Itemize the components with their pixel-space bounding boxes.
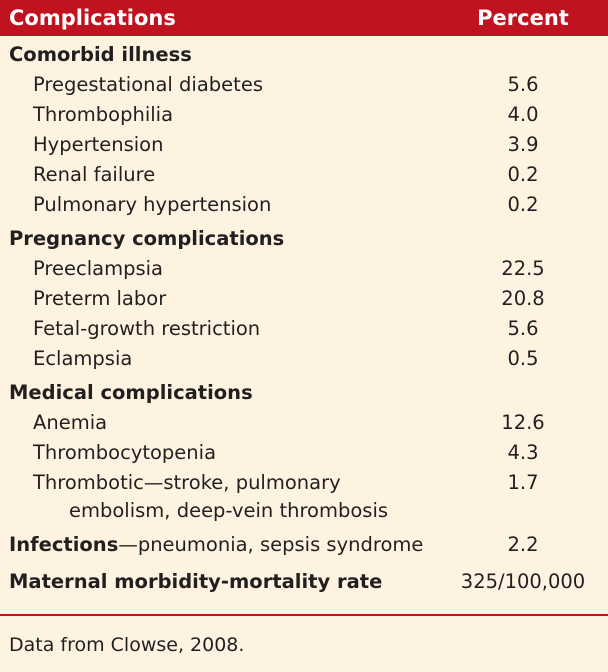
table-row: Eclampsia 0.5 [0,344,608,374]
row-label: Eclampsia [0,344,438,374]
table-row: Anemia 12.6 [0,408,608,438]
maternal-value: 325/100,000 [460,570,586,593]
divider [0,614,608,616]
section-heading: Pregnancy complications [9,227,285,250]
table-row: Hypertension 3.9 [0,130,608,160]
row-label: Renal failure [0,160,438,190]
row-value: 22.5 [501,257,545,280]
row-value: 1.7 [507,471,539,494]
table-row: Thrombophilia 4.0 [0,100,608,130]
maternal-label: Maternal morbidity-mortality rate [9,570,383,593]
row-label-text: Preeclampsia [33,257,163,280]
header-complications: Complications [9,6,176,30]
section-heading: Medical complications [9,381,253,404]
header-percent: Percent [477,6,569,30]
row-value: 4.0 [507,103,539,126]
row-value: 5.6 [507,317,539,340]
table-row: Pulmonary hypertension 0.2 [0,190,608,220]
row-label-text: Hypertension [33,133,164,156]
row-value: 0.2 [507,163,539,186]
row-label-text: Thrombotic—stroke, pulmonary [33,471,341,494]
row-value: 5.6 [507,73,539,96]
table-body: Comorbid illness Pregestational diabetes 5… [0,36,608,524]
row-value: 4.3 [507,441,539,464]
row-value: 20.8 [501,287,545,310]
row-label: Pulmonary hypertension [0,190,438,220]
row-label: Thrombocytopenia [0,438,438,468]
row-label: Thrombotic—stroke, pulmonary embolism, de… [0,468,438,524]
row-label-text: Fetal-growth restriction [33,317,261,340]
row-label: Fetal-growth restriction [0,314,438,344]
row-label-text: Thrombophilia [33,103,174,126]
row-label-text: Preterm labor [33,287,167,310]
row-value: 0.2 [507,193,539,216]
table-row: Thrombocytopenia 4.3 [0,438,608,468]
table-row-maternal-rate: Maternal morbidity-mortality rate 325/10… [0,567,608,597]
section-heading: Comorbid illness [9,43,192,66]
row-label: Anemia [0,408,438,438]
table-header: Complications Percent [0,0,608,36]
row-label-text: Eclampsia [33,347,133,370]
row-label: Pregestational diabetes [0,70,438,100]
row-label: Preeclampsia [0,254,438,284]
infections-value: 2.2 [507,533,539,556]
footnote: Data from Clowse, 2008. [9,634,245,656]
row-value: 0.5 [507,347,539,370]
table-row: Renal failure 0.2 [0,160,608,190]
infections-detail: —pneumonia, sepsis syndrome [118,533,424,556]
table-row: Preeclampsia 22.5 [0,254,608,284]
row-label: Hypertension [0,130,438,160]
table-row: Preterm labor 20.8 [0,284,608,314]
row-label-text: Anemia [33,411,108,434]
row-value: 3.9 [507,133,539,156]
row-label: Thrombophilia [0,100,438,130]
table-row-infections: Infections—pneumonia, sepsis syndrome 2.… [0,530,608,560]
infections-label: Infections [9,533,119,556]
row-label-text: Renal failure [33,163,156,186]
row-label: Preterm labor [0,284,438,314]
table-row: Pregestational diabetes 5.6 [0,70,608,100]
row-label-text: Thrombocytopenia [33,441,217,464]
table-row: Thrombotic—stroke, pulmonary embolism, de… [0,468,608,524]
table-row: Fetal-growth restriction 5.6 [0,314,608,344]
row-label-text: Pulmonary hypertension [33,193,272,216]
row-label-text: Pregestational diabetes [33,73,263,96]
row-label-continuation: embolism, deep-vein thrombosis [69,499,389,522]
row-value: 12.6 [501,411,545,434]
